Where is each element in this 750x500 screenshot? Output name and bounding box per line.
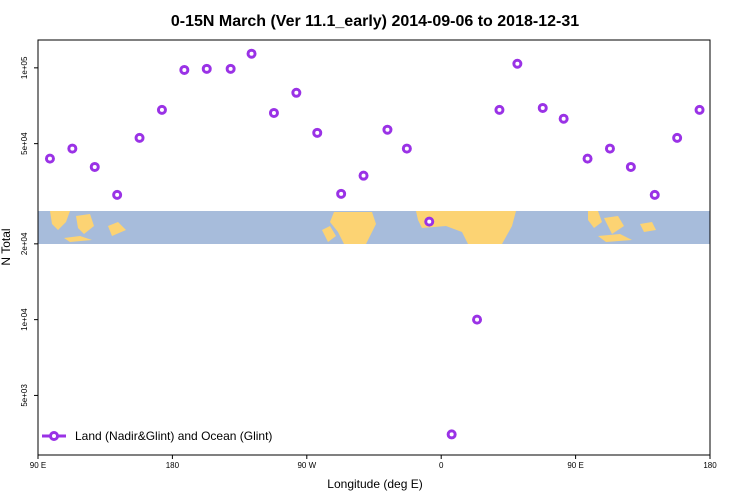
point [179,64,190,75]
x-tick-label: 0 [439,461,444,470]
point [604,143,615,154]
land [50,211,656,244]
point [625,161,636,172]
map-band [38,211,710,244]
x-tick-label: 90 E [30,461,46,470]
y-tick-label: 1e+04 [20,308,29,331]
legend: Land (Nadir&Glint) and Ocean (Glint) [42,429,272,443]
point [382,124,393,135]
y-tick-label: 5e+04 [20,132,29,155]
point [694,104,705,115]
x-tick-label: 180 [166,461,180,470]
point [336,188,347,199]
point [537,102,548,113]
point [358,170,369,181]
point [512,58,523,69]
y-axis-label: N Total [0,228,13,265]
point [446,429,457,440]
point [401,143,412,154]
point [134,132,145,143]
point [582,153,593,164]
plot-frame [37,39,711,456]
point [112,189,123,200]
point [558,113,569,124]
point [494,104,505,115]
legend-marker [49,431,59,441]
point [201,63,212,74]
y-tick-label: 2e+04 [20,232,29,255]
point [44,153,55,164]
point [672,132,683,143]
point [156,104,167,115]
point [472,314,483,325]
point [67,143,78,154]
point [291,87,302,98]
x-tick-label: 90 E [567,461,583,470]
point [268,107,279,118]
x-tick-label: 90 W [297,461,316,470]
point [424,216,435,227]
legend-label: Land (Nadir&Glint) and Ocean (Glint) [75,429,272,443]
point [89,161,100,172]
x-axis-label: Longitude (deg E) [327,477,422,491]
point [225,63,236,74]
point [246,48,257,59]
x-tick-label: 180 [703,461,717,470]
y-tick-label: 5e+03 [20,384,29,407]
chart-title: 0-15N March (Ver 11.1_early) 2014-09-06 … [171,13,579,30]
y-tick-label: 1e+05 [20,56,29,79]
point [649,189,660,200]
point [312,127,323,138]
